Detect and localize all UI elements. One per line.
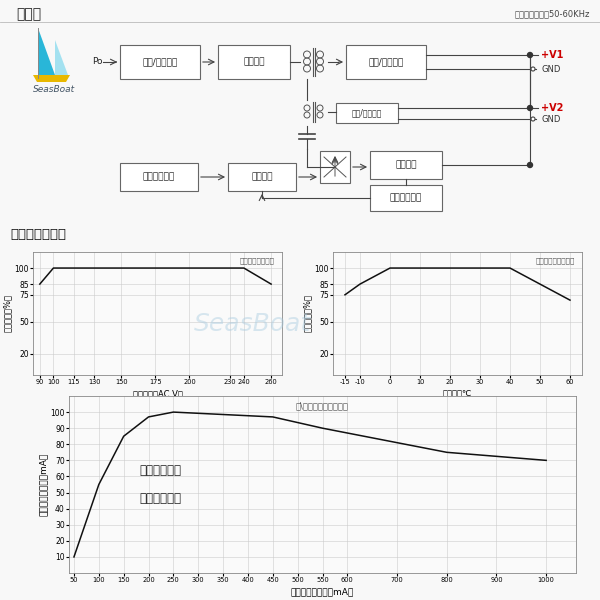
Text: 切换电路: 切换电路 [243,58,265,67]
Bar [370,185,442,211]
Text: 环境温度化减额曲线: 环境温度化减额曲线 [535,257,575,263]
Circle shape [531,67,535,71]
Text: 主\辅电路负载关系曲线: 主\辅电路负载关系曲线 [296,401,349,410]
Y-axis label: 负载电流（%）: 负载电流（%） [302,295,311,332]
Y-axis label: 负载电流（%）: 负载电流（%） [2,295,11,332]
Text: 开关工作频率：50-60KHz: 开关工作频率：50-60KHz [515,10,590,19]
X-axis label: 输入电压（AC V）: 输入电压（AC V） [133,389,182,398]
Text: 方框图: 方框图 [16,7,41,21]
Text: 控制电路: 控制电路 [251,173,273,181]
Text: Po: Po [92,58,103,67]
Text: GND: GND [541,115,560,124]
Bar [228,163,296,191]
Y-axis label: 辅电路负载电流（mA）: 辅电路负载电流（mA） [38,453,47,516]
Bar [120,163,198,191]
Polygon shape [33,75,70,82]
Text: +V2: +V2 [541,103,563,113]
Bar [346,45,426,79]
Text: 电压返馈电路: 电压返馈电路 [390,193,422,202]
Text: GND: GND [541,64,560,73]
Text: SeasBoat: SeasBoat [193,312,311,336]
Circle shape [527,52,533,58]
Bar [218,45,290,79]
Text: SeasBoat: SeasBoat [33,85,75,94]
Text: 一定负载功率: 一定负载功率 [139,492,181,505]
X-axis label: 主电路负载电流（mA）: 主电路负载电流（mA） [291,587,354,596]
Text: 整流/滤波电路: 整流/滤波电路 [352,109,382,118]
Bar [320,151,350,183]
Text: 过载保护电路: 过载保护电路 [143,173,175,181]
Bar [370,151,442,179]
Polygon shape [55,40,68,75]
Circle shape [531,117,535,121]
Bar [336,103,398,123]
Text: 全电压效率曲线: 全电压效率曲线 [11,228,67,241]
Text: 整流/滤波电路: 整流/滤波电路 [142,58,178,67]
Text: 输入电压降额曲线: 输入电压降额曲线 [239,257,275,263]
Text: 检测电路: 检测电路 [395,160,417,169]
Circle shape [527,106,533,110]
Text: 主输出必须有: 主输出必须有 [139,464,181,477]
Bar [120,45,200,79]
Text: 整流/滤波电路: 整流/滤波电路 [368,58,404,67]
Circle shape [527,163,533,167]
X-axis label: 环境温度℃: 环境温度℃ [443,389,472,398]
Polygon shape [38,28,55,75]
Text: +V1: +V1 [541,50,563,60]
